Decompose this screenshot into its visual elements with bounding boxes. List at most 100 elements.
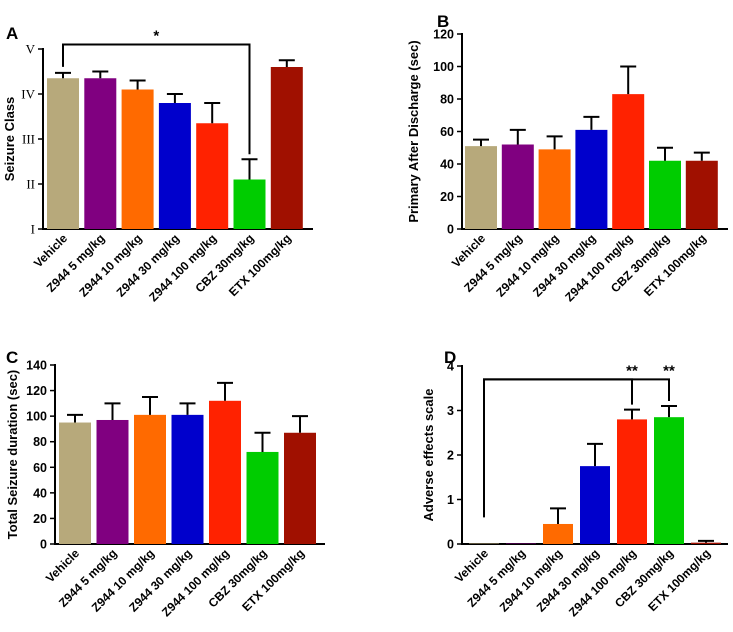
bar-d-4 — [617, 419, 647, 544]
bar-d-1 — [506, 543, 536, 544]
y-tick-label-c: 100 — [26, 410, 47, 424]
panel-label-d: D — [444, 348, 456, 367]
error-bar-c-1 — [104, 402, 121, 420]
y-tick-label-a: IV — [21, 87, 35, 102]
error-bar-a-1 — [92, 70, 109, 79]
error-bar-b-0 — [473, 138, 489, 147]
bar-a-4 — [196, 123, 229, 229]
y-tick-label-b: 0 — [447, 223, 454, 237]
error-bar-b-5 — [657, 146, 673, 161]
error-bar-c-6 — [292, 415, 308, 433]
bar-c-1 — [96, 419, 129, 544]
y-tick-label-b: 120 — [433, 28, 454, 42]
x-tick-label-a: Z944 100 mg/kg — [146, 231, 219, 304]
bar-c-4 — [209, 400, 241, 544]
panel-c: C Total Seizure duration (sec) 0 20 40 60 80 10… — [5, 348, 325, 619]
y-tick-label-c: 60 — [33, 461, 47, 475]
y-tick-label-c: 20 — [33, 512, 47, 526]
bar-d-0 — [469, 543, 499, 544]
y-tick-label-a: III — [22, 132, 35, 147]
bar-b-0 — [465, 146, 497, 229]
x-tick-label-d: Z944 100 mg/kg — [566, 546, 639, 619]
panel-label-a: A — [6, 24, 18, 43]
y-tick-label-c: 40 — [33, 486, 47, 500]
error-bar-d-2 — [550, 507, 566, 524]
y-tick-label-a: I — [31, 222, 35, 237]
error-bar-d-3 — [587, 442, 603, 467]
y-tick-label-c: 120 — [26, 384, 47, 398]
panel-b: B Primary After Discharge (sec) 0 20 40 60 80 1… — [406, 12, 728, 304]
y-tick-label-a: II — [26, 177, 35, 192]
error-bar-d-5 — [661, 405, 677, 418]
y-tick-label-d: 0 — [447, 538, 454, 552]
bar-d-3 — [580, 466, 610, 544]
significance-label-a: * — [153, 28, 159, 45]
error-bar-c-4 — [217, 381, 233, 401]
error-bar-a-0 — [55, 71, 71, 79]
error-bar-c-0 — [67, 413, 83, 423]
bar-a-3 — [158, 103, 191, 229]
bar-b-1 — [501, 144, 534, 229]
y-tick-label-d: 1 — [447, 493, 454, 507]
error-bar-d-6 — [698, 539, 714, 543]
significance-label-d: ** — [626, 362, 638, 379]
error-bar-a-6 — [278, 59, 295, 67]
error-bar-b-4 — [620, 65, 637, 95]
y-tick-label-d: 4 — [447, 360, 454, 374]
error-bar-b-6 — [693, 151, 710, 161]
bar-c-6 — [284, 432, 316, 544]
error-bar-d-4 — [624, 408, 640, 420]
bar-a-1 — [84, 78, 117, 229]
error-bar-c-2 — [142, 395, 158, 415]
significance-label-d: ** — [663, 362, 675, 379]
y-tick-label-b: 100 — [433, 60, 454, 74]
error-bar-b-2 — [546, 135, 563, 150]
bar-d-6 — [691, 542, 721, 544]
error-bar-a-3 — [166, 93, 183, 103]
significance-bracket-d — [483, 378, 670, 518]
y-tick-label-d: 3 — [447, 404, 454, 418]
error-bar-a-2 — [129, 79, 146, 90]
error-bar-c-5 — [254, 431, 271, 452]
y-axis-label-b: Primary After Discharge (sec) — [406, 40, 421, 222]
panel-label-c: C — [6, 348, 18, 367]
bar-b-5 — [649, 160, 681, 229]
bar-c-3 — [171, 414, 204, 544]
y-axis-label-d: Adverse effects scale — [421, 389, 436, 522]
x-tick-label-c: Z944 100 mg/kg — [159, 546, 232, 619]
bar-c-2 — [134, 414, 166, 544]
y-axis-label-c: Total Seizure duration (sec) — [5, 370, 20, 540]
bar-a-2 — [121, 89, 154, 229]
y-tick-label-b: 40 — [440, 158, 454, 172]
y-tick-label-d: 2 — [447, 449, 454, 463]
bar-b-3 — [575, 129, 608, 229]
error-bar-c-3 — [179, 402, 196, 415]
bar-d-5 — [654, 417, 684, 544]
bar-b-2 — [538, 149, 571, 229]
error-bar-b-1 — [509, 128, 526, 145]
bar-a-6 — [270, 67, 303, 229]
bar-c-5 — [246, 451, 279, 544]
y-tick-label-c: 0 — [40, 538, 47, 552]
y-tick-label-b: 80 — [440, 93, 454, 107]
bar-a-5 — [233, 179, 266, 229]
error-bar-a-5 — [241, 158, 258, 180]
y-tick-label-b: 60 — [440, 125, 454, 139]
bar-c-0 — [59, 422, 91, 544]
error-bar-b-3 — [583, 115, 600, 130]
bar-d-2 — [543, 523, 573, 544]
bar-a-0 — [47, 78, 79, 229]
error-bar-a-4 — [204, 102, 221, 124]
panel-label-b: B — [437, 12, 449, 31]
bar-b-6 — [685, 160, 718, 229]
y-tick-label-a: V — [26, 42, 36, 57]
y-tick-label-b: 20 — [440, 190, 454, 204]
y-tick-label-c: 80 — [33, 435, 47, 449]
y-tick-label-c: 140 — [26, 359, 47, 373]
significance-bracket-a — [62, 43, 251, 155]
y-axis-label-a: Seizure Class — [2, 97, 17, 182]
bar-b-4 — [612, 94, 645, 229]
